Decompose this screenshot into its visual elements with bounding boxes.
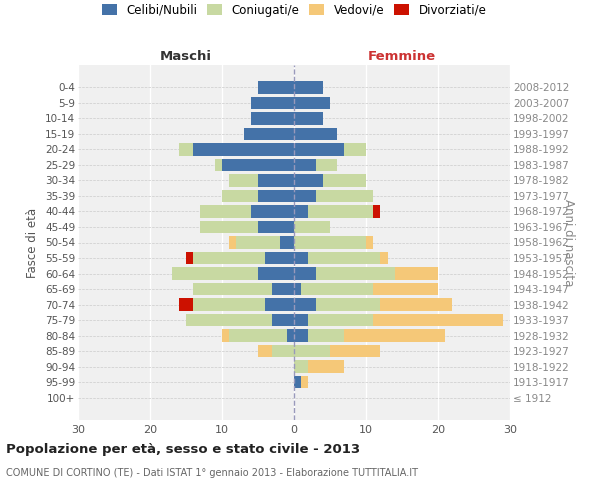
Text: COMUNE DI CORTINO (TE) - Dati ISTAT 1° gennaio 2013 - Elaborazione TUTTITALIA.IT: COMUNE DI CORTINO (TE) - Dati ISTAT 1° g… xyxy=(6,468,418,477)
Bar xyxy=(294,128,337,140)
Bar xyxy=(294,112,323,125)
Bar xyxy=(179,143,193,156)
Y-axis label: Anni di nascita: Anni di nascita xyxy=(562,199,575,286)
Bar xyxy=(193,282,272,296)
Text: Popolazione per età, sesso e stato civile - 2013: Popolazione per età, sesso e stato civil… xyxy=(6,442,360,456)
Bar xyxy=(265,298,294,311)
Bar xyxy=(244,128,294,140)
Bar xyxy=(222,329,229,342)
Bar xyxy=(272,314,294,326)
Bar xyxy=(366,236,373,249)
Bar xyxy=(294,344,330,358)
Bar xyxy=(193,143,294,156)
Bar xyxy=(316,298,380,311)
Bar xyxy=(294,298,316,311)
Bar xyxy=(395,267,438,280)
Bar xyxy=(301,376,308,388)
Text: Femmine: Femmine xyxy=(368,50,436,62)
Bar xyxy=(294,282,301,296)
Bar xyxy=(200,205,251,218)
Bar xyxy=(308,314,373,326)
Bar xyxy=(258,267,294,280)
Bar xyxy=(294,96,330,110)
Bar xyxy=(294,158,316,172)
Bar xyxy=(229,236,236,249)
Bar xyxy=(222,158,294,172)
Bar xyxy=(316,267,395,280)
Bar xyxy=(258,174,294,187)
Bar xyxy=(380,252,388,264)
Bar xyxy=(373,205,380,218)
Bar xyxy=(294,143,344,156)
Bar xyxy=(373,282,438,296)
Bar xyxy=(380,298,452,311)
Bar xyxy=(258,81,294,94)
Bar xyxy=(316,158,337,172)
Bar xyxy=(251,205,294,218)
Bar xyxy=(229,329,287,342)
Bar xyxy=(294,329,308,342)
Bar xyxy=(265,252,294,264)
Bar xyxy=(344,329,445,342)
Bar xyxy=(193,298,265,311)
Bar xyxy=(258,344,272,358)
Bar xyxy=(280,236,294,249)
Legend: Celibi/Nubili, Coniugati/e, Vedovi/e, Divorziati/e: Celibi/Nubili, Coniugati/e, Vedovi/e, Di… xyxy=(97,0,491,21)
Bar xyxy=(316,190,373,202)
Bar xyxy=(215,158,222,172)
Bar xyxy=(294,174,323,187)
Bar xyxy=(308,360,344,373)
Bar xyxy=(236,236,280,249)
Bar xyxy=(272,282,294,296)
Bar xyxy=(193,252,265,264)
Bar xyxy=(294,236,366,249)
Bar xyxy=(186,252,193,264)
Bar xyxy=(294,220,330,234)
Bar xyxy=(200,220,258,234)
Bar xyxy=(258,220,294,234)
Bar xyxy=(258,190,294,202)
Bar xyxy=(294,205,308,218)
Bar xyxy=(344,143,366,156)
Bar xyxy=(251,112,294,125)
Bar xyxy=(294,252,308,264)
Bar xyxy=(272,344,294,358)
Bar xyxy=(308,329,344,342)
Bar xyxy=(229,174,258,187)
Bar xyxy=(179,298,193,311)
Bar xyxy=(294,267,316,280)
Bar xyxy=(294,360,308,373)
Bar xyxy=(373,314,503,326)
Bar xyxy=(301,282,373,296)
Bar xyxy=(222,190,258,202)
Bar xyxy=(172,267,258,280)
Text: Maschi: Maschi xyxy=(160,50,212,62)
Bar xyxy=(294,81,323,94)
Bar xyxy=(294,314,308,326)
Bar xyxy=(330,344,380,358)
Bar xyxy=(308,205,373,218)
Bar xyxy=(251,96,294,110)
Bar xyxy=(294,190,316,202)
Bar xyxy=(323,174,366,187)
Bar xyxy=(186,314,272,326)
Bar xyxy=(308,252,380,264)
Bar xyxy=(287,329,294,342)
Bar xyxy=(294,376,301,388)
Y-axis label: Fasce di età: Fasce di età xyxy=(26,208,40,278)
